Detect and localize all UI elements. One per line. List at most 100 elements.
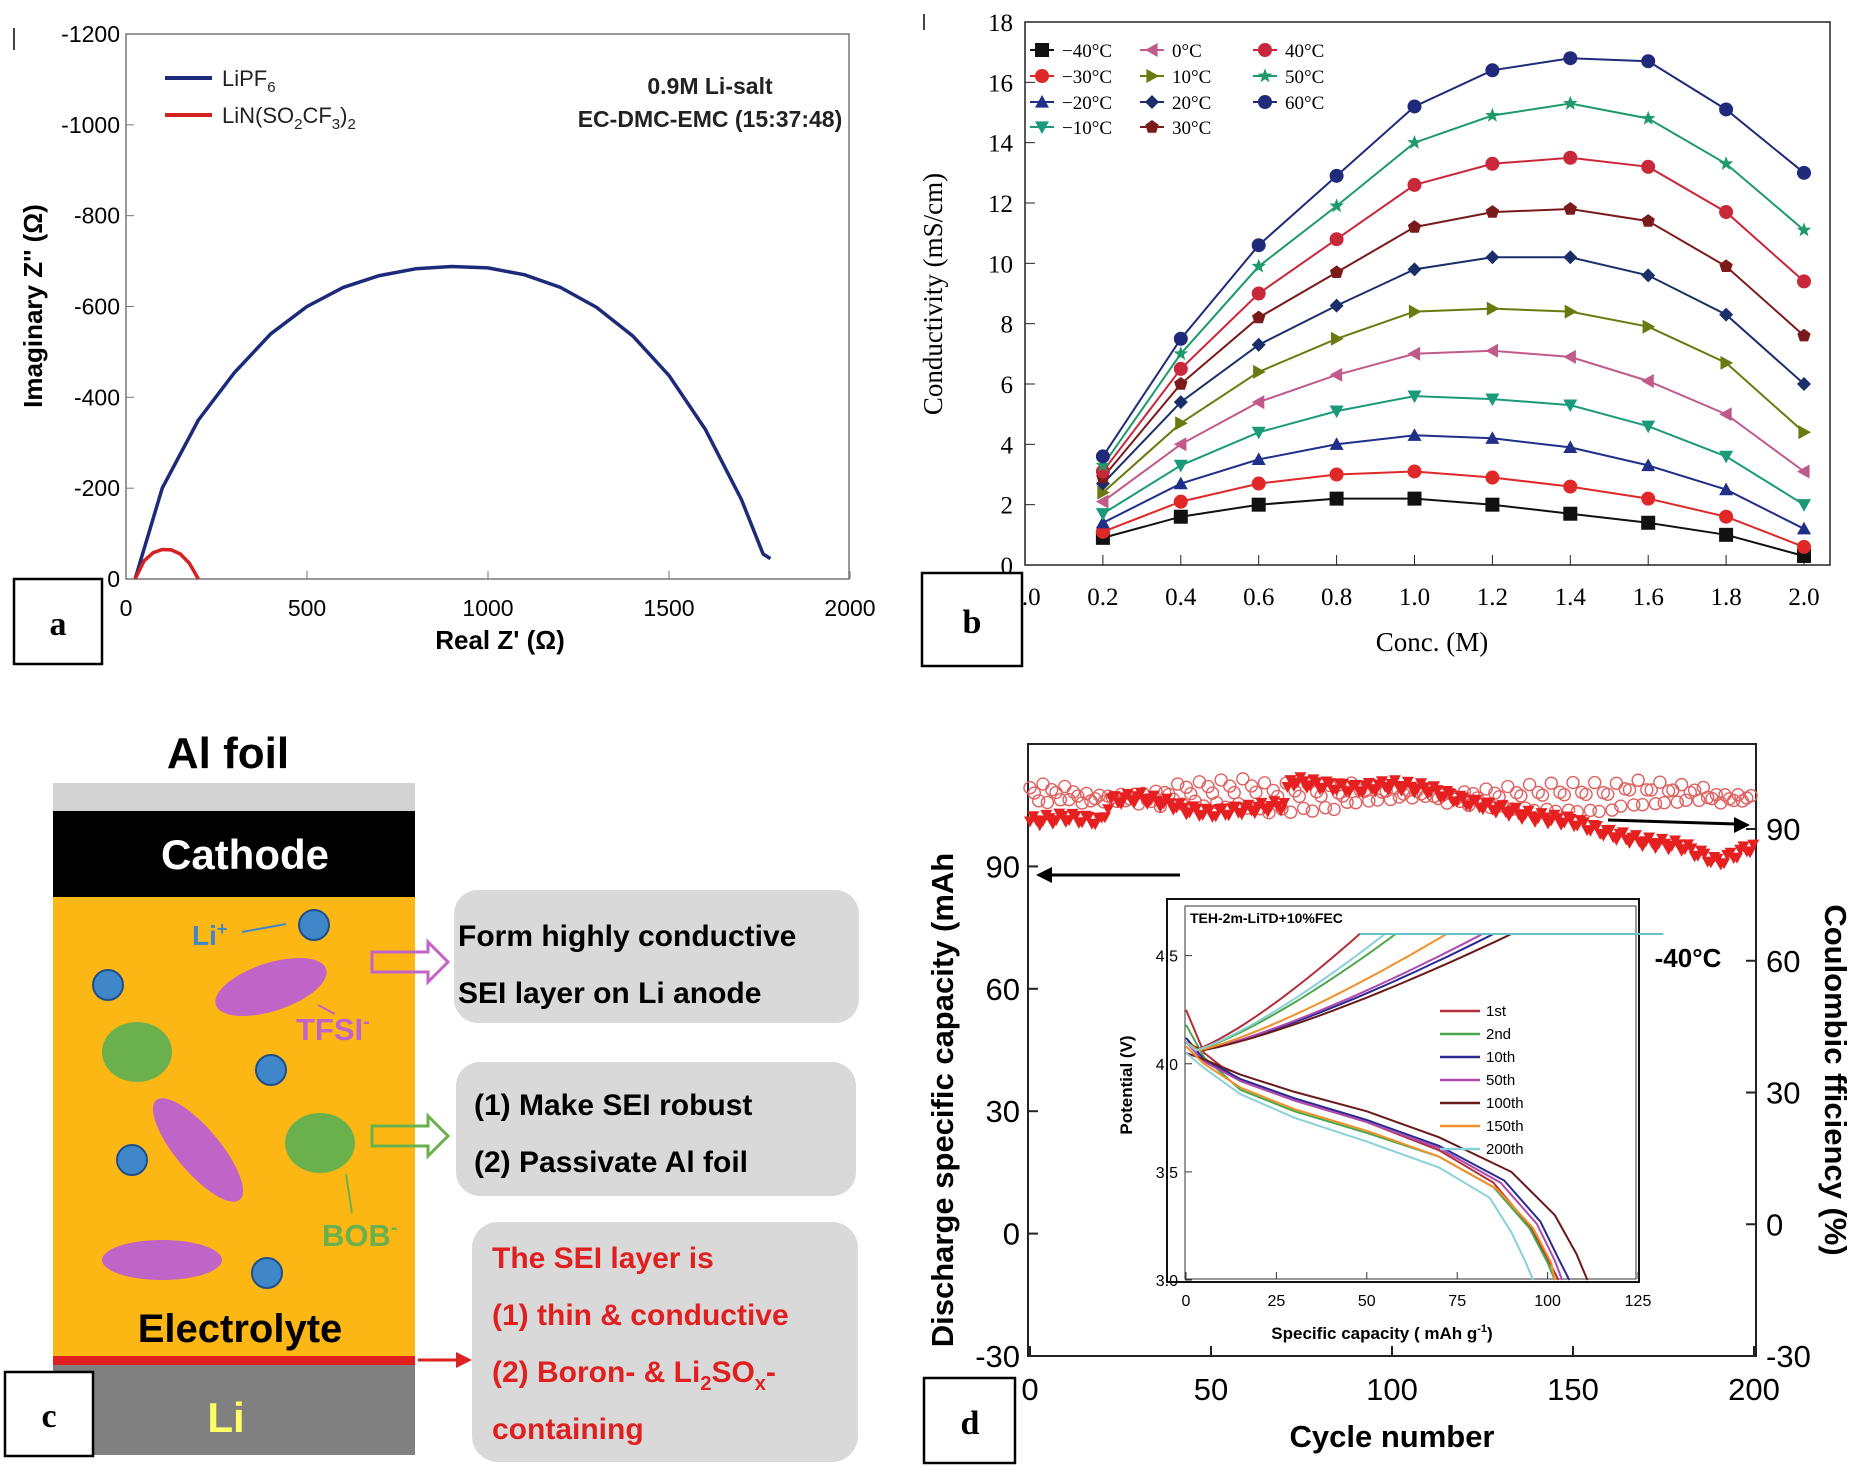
x-tick-label-b: 0.6 xyxy=(1243,584,1274,611)
capacity-point xyxy=(1082,811,1095,823)
inset-charge-curve xyxy=(1185,933,1454,1052)
tfsi-anion xyxy=(102,1240,222,1280)
capacity-point xyxy=(1617,827,1629,839)
x-ticks-b: 0.0 0.2 0.4 0.6 0.8 1.0 1.2 1.4 1.6 1.8 2.0 xyxy=(1009,555,1820,611)
data-point-b xyxy=(1095,464,1110,479)
x-tick-label-a: 1500 xyxy=(643,595,694,621)
y-tick-label-a: -800 xyxy=(74,203,120,229)
data-point-b xyxy=(1720,355,1734,370)
ce-point xyxy=(1383,792,1398,807)
data-point-b xyxy=(1251,395,1265,410)
data-point-b xyxy=(1797,274,1811,289)
x-tick-label-a: 2000 xyxy=(824,595,875,621)
data-point-b xyxy=(1719,407,1732,422)
capacity-point xyxy=(1164,798,1177,810)
ce-point xyxy=(1223,779,1237,793)
ce-point xyxy=(1644,783,1658,797)
capacity-point xyxy=(1362,778,1375,789)
capacity-point xyxy=(1747,839,1760,851)
data-point-b xyxy=(1642,319,1656,334)
tfsi-pointer xyxy=(317,1004,336,1015)
x-tick-label-b: 1.6 xyxy=(1633,584,1664,611)
x-axis-label-a: Real Z' (Ω) xyxy=(435,625,565,655)
data-point-b xyxy=(1329,405,1344,419)
data-point-b xyxy=(1173,459,1188,473)
y-tick-label-left-d: 90 xyxy=(986,849,1020,884)
data-point-b xyxy=(1329,367,1343,382)
series-line-b xyxy=(1102,102,1805,466)
inset-x-tick-label: 125 xyxy=(1625,1293,1652,1310)
li-ion xyxy=(298,909,330,941)
info-box-sei xyxy=(472,1222,858,1462)
data-point-b xyxy=(1407,262,1422,277)
capacity-point xyxy=(1603,824,1616,836)
capacity-point xyxy=(1278,798,1291,809)
panel-c: Al foil Cathode Li Electrolyte Li+ TFSI- xyxy=(3,729,859,1462)
y-tick-label-a: -200 xyxy=(74,475,120,501)
ce-point xyxy=(1292,789,1307,804)
temperature-label-d: -40°C xyxy=(1655,943,1722,973)
capacity-series xyxy=(1024,772,1760,871)
electrolyte-label: Electrolyte xyxy=(138,1307,343,1351)
data-point-b xyxy=(1641,268,1656,283)
capacity-point xyxy=(1121,789,1134,800)
electrolyte-layer xyxy=(53,897,415,1360)
capacity-point xyxy=(1229,801,1242,813)
y-tick-label-left-d: 60 xyxy=(986,972,1020,1007)
data-point-b xyxy=(1485,470,1500,485)
capacity-point xyxy=(1216,803,1229,815)
inset-discharge-curve xyxy=(1185,1037,1571,1281)
capacity-point xyxy=(1698,848,1711,860)
x-tick-label-b: 0.4 xyxy=(1165,584,1197,611)
legend-marker-b xyxy=(1035,95,1049,108)
ce-point xyxy=(1648,797,1663,811)
ce-point xyxy=(1674,777,1689,792)
y-tick-label-a: -1200 xyxy=(61,21,120,47)
ce-point xyxy=(1462,798,1476,813)
ce-point xyxy=(1227,785,1241,800)
y-tick-label-b: 6 xyxy=(1001,372,1014,399)
ce-point xyxy=(1509,786,1524,800)
li-ion xyxy=(116,1144,148,1176)
ce-point xyxy=(1305,804,1320,818)
nyquist-curve-litfsi xyxy=(133,547,200,580)
data-point-b xyxy=(1095,508,1110,521)
inset-plot-area xyxy=(1184,905,1637,1280)
data-point-b xyxy=(1564,304,1578,319)
info-box-tfsi-line2: SEI layer on Li anode xyxy=(458,977,761,1010)
capacity-point xyxy=(1203,805,1216,817)
legend-label-b: 50°C xyxy=(1285,67,1324,88)
cathode-label: Cathode xyxy=(161,831,329,878)
inset-y-tick-label: 4.5 xyxy=(1156,949,1178,966)
ce-point xyxy=(1605,803,1619,817)
capacity-point xyxy=(1711,853,1724,865)
legend-label-b: 60°C xyxy=(1285,93,1324,114)
capacity-point xyxy=(1349,779,1362,791)
capacity-point xyxy=(1098,812,1111,824)
inset-charge-curve xyxy=(1185,933,1519,1052)
ce-point xyxy=(1583,803,1598,818)
ce-point xyxy=(1657,796,1671,810)
data-point-b xyxy=(1097,485,1110,500)
capacity-point xyxy=(1418,782,1431,794)
data-point-b xyxy=(1407,346,1421,361)
capacity-point xyxy=(1190,803,1203,815)
data-point-b xyxy=(1329,265,1344,278)
data-point-b xyxy=(1173,509,1188,524)
data-point-b xyxy=(1329,437,1344,450)
x-tick-label-a: 1000 xyxy=(462,595,513,621)
y-ticks-right-d: -30 0 30 60 90 xyxy=(1746,812,1811,1374)
y-tick-label-left-d: 0 xyxy=(1003,1217,1020,1252)
x-tick-label-b: 2.0 xyxy=(1788,584,1819,611)
y-tick-label-b: 4 xyxy=(1001,432,1014,459)
ce-point xyxy=(1479,782,1493,796)
y-tick-label-a: -600 xyxy=(74,294,120,320)
li-ion-pointer xyxy=(241,923,287,933)
legend-marker-b xyxy=(1035,121,1049,134)
capacity-point xyxy=(1242,799,1255,811)
ce-point xyxy=(1635,798,1650,812)
inset-discharge-curve xyxy=(1185,1041,1564,1281)
data-point-b xyxy=(1563,399,1578,413)
